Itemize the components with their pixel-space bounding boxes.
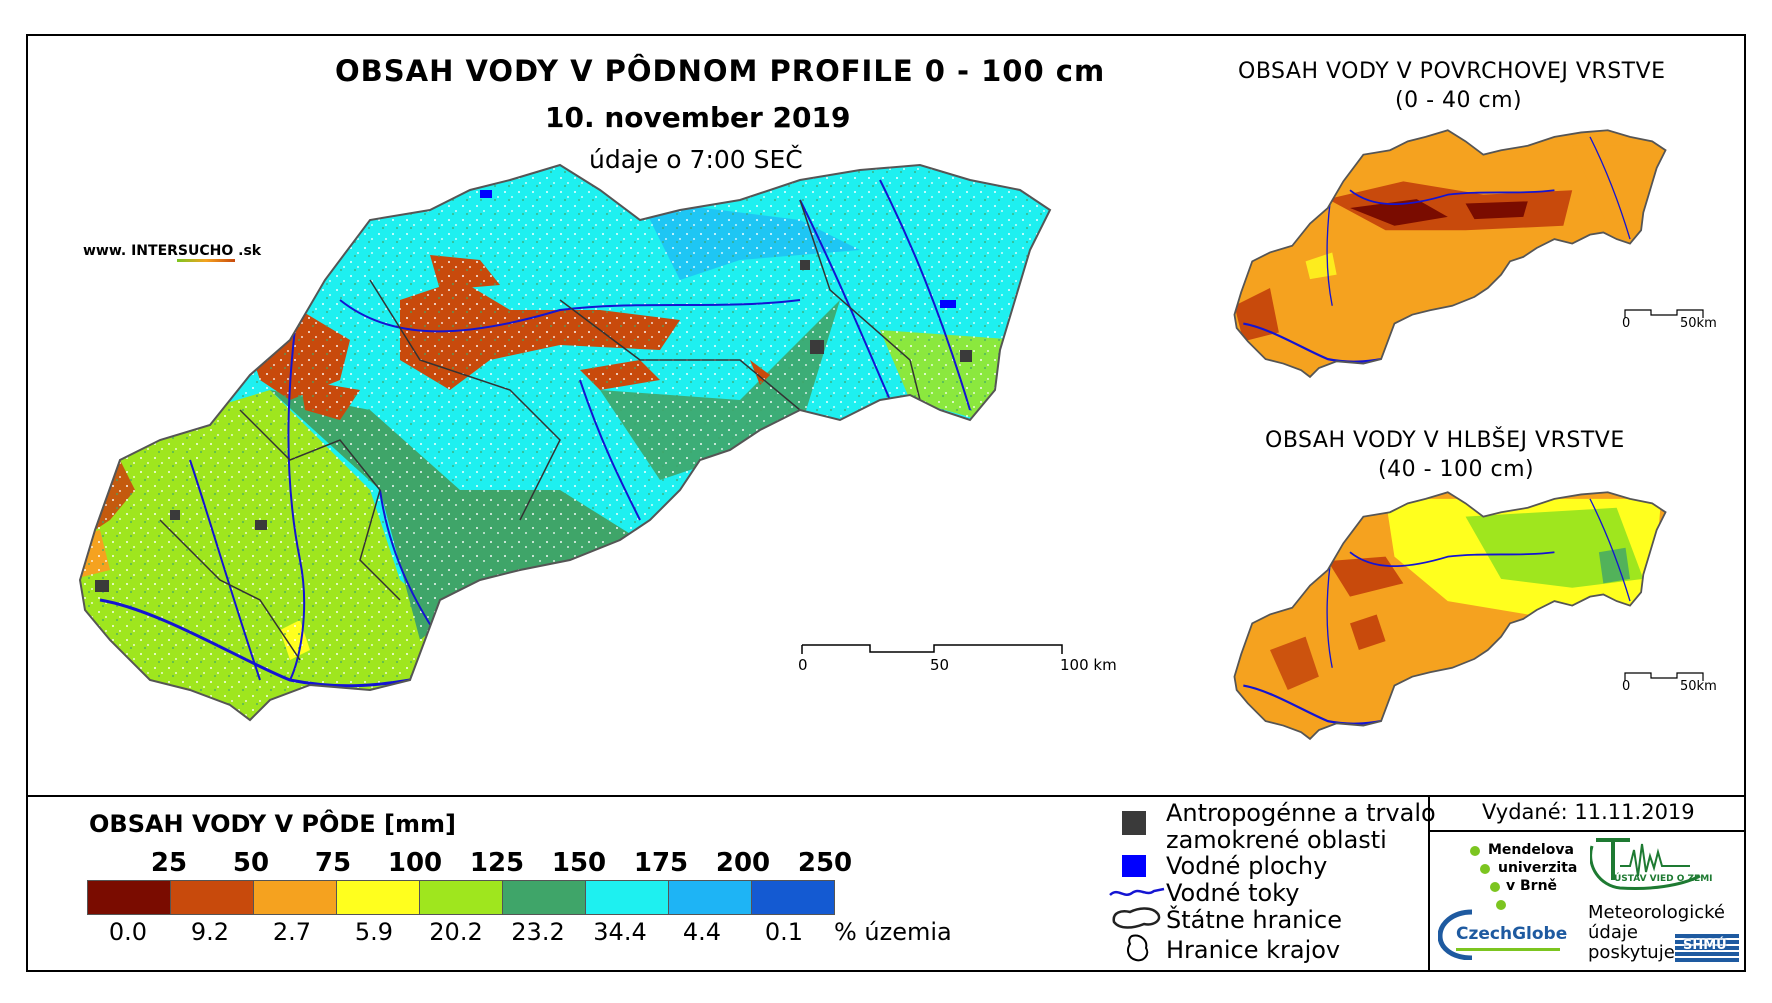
czechglobe-logo: CzechGlobe — [1438, 906, 1568, 964]
legend-swatch-1 — [170, 881, 253, 914]
issued-date: Vydané: 11.11.2019 — [1482, 800, 1695, 824]
inset-bottom-title: OBSAH VODY V HLBŠEJ VRSTVE — [1265, 428, 1625, 453]
legend-threshold-1: 50 — [232, 848, 270, 878]
legend-color-bar — [87, 880, 835, 915]
legend-percent-6: 34.4 — [593, 918, 647, 946]
legend-percent-2: 2.7 — [272, 918, 312, 946]
meteo-provider-line3: poskytuje: — [1588, 942, 1681, 963]
water-course-icon — [1108, 885, 1166, 905]
water-courses-label: Vodné toky — [1166, 879, 1300, 907]
legend-threshold-7: 200 — [715, 848, 771, 878]
main-map-time-note: údaje o 7:00 SEČ — [589, 145, 803, 174]
legend-swatch-8 — [751, 881, 834, 914]
inset-top-title: OBSAH VODY V POVRCHOVEJ VRSTVE — [1238, 59, 1666, 84]
region-border-label: Hranice krajov — [1166, 936, 1341, 964]
legend-percent-4: 20.2 — [429, 918, 483, 946]
meteo-provider-line1: Meteorologické — [1588, 902, 1725, 923]
anthropogenic-label-line2: zamokrené oblasti — [1166, 826, 1387, 854]
legend-threshold-2: 75 — [314, 848, 352, 878]
meteo-provider-line2: údaje — [1588, 922, 1638, 943]
state-border-icon — [1108, 904, 1164, 936]
shmu-logo: SHMÚ — [1675, 934, 1739, 962]
inset-top-scale-bar — [1623, 307, 1713, 326]
legend-threshold-6: 175 — [633, 848, 689, 878]
legend-threshold-0: 25 — [150, 848, 188, 878]
water-body-swatch — [1122, 855, 1146, 877]
legend-threshold-8: 250 — [797, 848, 853, 878]
issued-divider — [1428, 830, 1746, 832]
legend-percent-7: 4.4 — [682, 918, 722, 946]
legend-threshold-3: 100 — [387, 848, 443, 878]
legend-swatch-2 — [253, 881, 336, 914]
legend-percent-1: 9.2 — [190, 918, 230, 946]
inset-bottom-subtitle: (40 - 100 cm) — [1378, 457, 1535, 482]
anthropogenic-swatch — [1122, 811, 1146, 835]
legend-swatch-6 — [585, 881, 668, 914]
main-scale-bar — [800, 642, 1100, 666]
logo-panel-divider — [1428, 795, 1430, 972]
legend-threshold-5: 150 — [551, 848, 607, 878]
inset-bottom-scale-label-0: 0 — [1622, 679, 1631, 694]
main-map-title: OBSAH VODY V PÔDNOM PROFILE 0 - 100 cm — [335, 54, 1106, 88]
inset-bottom-scale-bar — [1623, 670, 1713, 689]
legend-swatch-3 — [336, 881, 419, 914]
website-underline — [177, 259, 235, 262]
legend-percent-3: 5.9 — [354, 918, 394, 946]
legend-unit: % územia — [834, 918, 952, 946]
inset-top-scale-label-50: 50km — [1680, 316, 1717, 331]
legend-threshold-4: 125 — [469, 848, 525, 878]
bottom-divider — [26, 795, 1746, 797]
legend-percent-8: 0.1 — [764, 918, 804, 946]
main-scale-label-0: 0 — [798, 656, 808, 674]
ustav-vied-o-zemi-logo: ÚSTAV VIED O ZEMI — [1589, 836, 1713, 896]
legend-title: OBSAH VODY V PÔDE [mm] — [89, 810, 457, 838]
region-border-icon — [1124, 932, 1154, 968]
main-soil-water-map — [40, 160, 1180, 790]
legend-swatch-4 — [419, 881, 502, 914]
map-frame — [26, 34, 1746, 972]
inset-bottom-scale-label-50: 50km — [1680, 679, 1717, 694]
deep-layer-map — [1210, 490, 1730, 770]
legend-swatch-7 — [668, 881, 751, 914]
main-scale-label-100: 100 km — [1060, 656, 1117, 674]
legend-percent-0: 0.0 — [108, 918, 148, 946]
legend-percent-5: 23.2 — [511, 918, 565, 946]
water-bodies-label: Vodné plochy — [1166, 852, 1328, 880]
main-scale-label-50: 50 — [930, 656, 950, 674]
state-border-label: Štátne hranice — [1166, 906, 1342, 934]
legend-swatch-5 — [502, 881, 585, 914]
surface-layer-map — [1210, 128, 1730, 408]
legend-swatch-0 — [88, 881, 170, 914]
mendel-university-logo: Mendelova univerzita v Brně — [1470, 838, 1580, 910]
inset-top-subtitle: (0 - 40 cm) — [1395, 88, 1523, 113]
main-map-date: 10. november 2019 — [545, 101, 851, 134]
inset-top-scale-label-0: 0 — [1622, 316, 1631, 331]
website-label: www. INTERSUCHO .sk — [83, 243, 262, 259]
anthropogenic-label-line1: Antropogénne a trvalo — [1166, 799, 1436, 827]
